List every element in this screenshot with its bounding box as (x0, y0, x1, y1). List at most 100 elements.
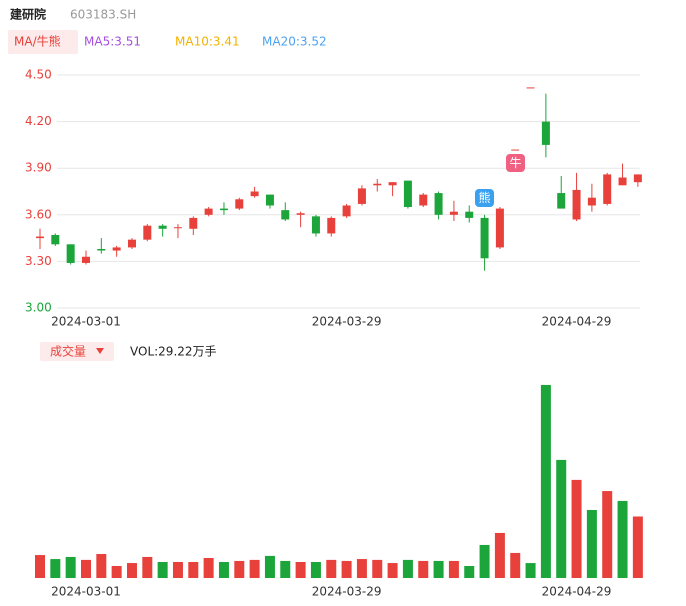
x-tick-label: 2024-04-29 (542, 315, 612, 329)
candle-body (81, 256, 90, 263)
volume-bar (111, 566, 122, 578)
candle-body (526, 87, 535, 89)
x-tick-label: 2024-03-01 (51, 315, 121, 329)
candle-body (603, 174, 612, 204)
candle-body (97, 248, 106, 251)
y-tick-label: 3.60 (25, 207, 52, 221)
volume-bar (479, 544, 490, 578)
ma-selector[interactable] (8, 30, 78, 54)
candle-body (281, 210, 290, 220)
volume-bar (372, 559, 383, 578)
candle-body (511, 149, 520, 151)
candle-body (357, 188, 366, 204)
volume-bar (632, 516, 643, 578)
candle-body (495, 208, 504, 248)
y-tick-label: 3.90 (25, 161, 52, 175)
volume-bar (50, 559, 61, 578)
volume-bar (617, 500, 628, 578)
volume-bar (464, 566, 475, 578)
candle-body (66, 244, 75, 263)
volume-selector-label[interactable]: 成交量 (50, 344, 86, 359)
bear-badge (475, 189, 494, 207)
stock-name: 建研院 (9, 7, 46, 22)
plot: 3.00 3.30 3.60 3.90 4.20 4.50 2024-03-01 2024-0… (25, 35, 643, 599)
volume-bar (402, 559, 413, 578)
candle-body (557, 193, 566, 209)
x-tick-label: 2024-03-01 (51, 585, 121, 599)
x-tick-label: 2024-04-29 (542, 585, 612, 599)
volume-bar (249, 559, 260, 578)
volume-bar (80, 559, 91, 578)
volume-bar (172, 562, 183, 578)
candle-body (204, 208, 213, 215)
candle-body (265, 194, 274, 206)
volume-bar (326, 559, 337, 578)
volume-bar (188, 562, 199, 578)
candle-body (112, 247, 121, 251)
volume-bar (586, 510, 597, 578)
candle-body (342, 205, 351, 217)
candle-body (373, 183, 382, 186)
candle-body (572, 189, 581, 220)
volume-bar (203, 558, 214, 578)
volume-bar (65, 556, 76, 578)
volume-bar (280, 560, 291, 578)
volume-bar (602, 491, 613, 578)
dropdown-arrow (96, 348, 104, 354)
stock-code: 603183.SH (70, 8, 136, 22)
bear-badge-text: 熊 (478, 190, 490, 205)
candle-body (311, 216, 320, 234)
y-tick-label: 4.50 (25, 68, 52, 82)
candle-body (36, 236, 44, 239)
volume-bar (234, 560, 245, 578)
candle-body (219, 208, 228, 211)
candle-body (465, 211, 474, 218)
candle-body (449, 211, 458, 215)
legend-entry: MA20:3.52 (262, 35, 327, 49)
volume-bar (418, 560, 429, 578)
volume-bar (494, 532, 505, 578)
volume-bar (556, 459, 567, 578)
candle-body (618, 177, 627, 186)
volume-bar (510, 552, 521, 578)
legend-entry: MA10:3.41 (175, 35, 240, 49)
volume-legend: VOL:29.22万手 (130, 345, 217, 359)
volume-bar (126, 563, 137, 578)
legend-entry: MA5:3.51 (84, 35, 141, 49)
candle-body (434, 193, 443, 215)
volume-bar (341, 560, 352, 578)
bull-badge (506, 154, 525, 172)
candle-body (388, 182, 397, 186)
candle-body (143, 225, 152, 240)
volume-bar (96, 554, 107, 578)
volume-bar (356, 559, 367, 578)
volume-selector[interactable] (40, 342, 114, 361)
ma-selector-label[interactable]: MA/牛熊 (14, 34, 61, 49)
candle-body (541, 121, 550, 145)
volume-bar (310, 562, 321, 578)
candle-body (403, 180, 412, 208)
candle-body (480, 217, 489, 259)
volume-bar (142, 556, 153, 578)
volume-bar (387, 563, 398, 578)
volume-bar (540, 384, 551, 578)
volume-bar (264, 555, 275, 578)
candle-body (158, 225, 167, 229)
volume-bar (35, 555, 45, 578)
candle-body (250, 191, 259, 197)
volume-bar (157, 562, 168, 578)
candle-body (189, 217, 198, 229)
candle-body (296, 213, 305, 215)
volume-bar (218, 562, 229, 578)
candle-body (419, 194, 428, 206)
candle-body (587, 197, 596, 206)
x-tick-label: 2024-03-29 (312, 585, 382, 599)
candle-body (127, 239, 136, 248)
volume-bar (433, 560, 444, 578)
candle-body (51, 234, 60, 245)
y-tick-label: 3.30 (25, 254, 52, 268)
x-tick-label: 2024-03-29 (312, 315, 382, 329)
volume-bar (448, 560, 459, 578)
candle-body (327, 217, 336, 234)
